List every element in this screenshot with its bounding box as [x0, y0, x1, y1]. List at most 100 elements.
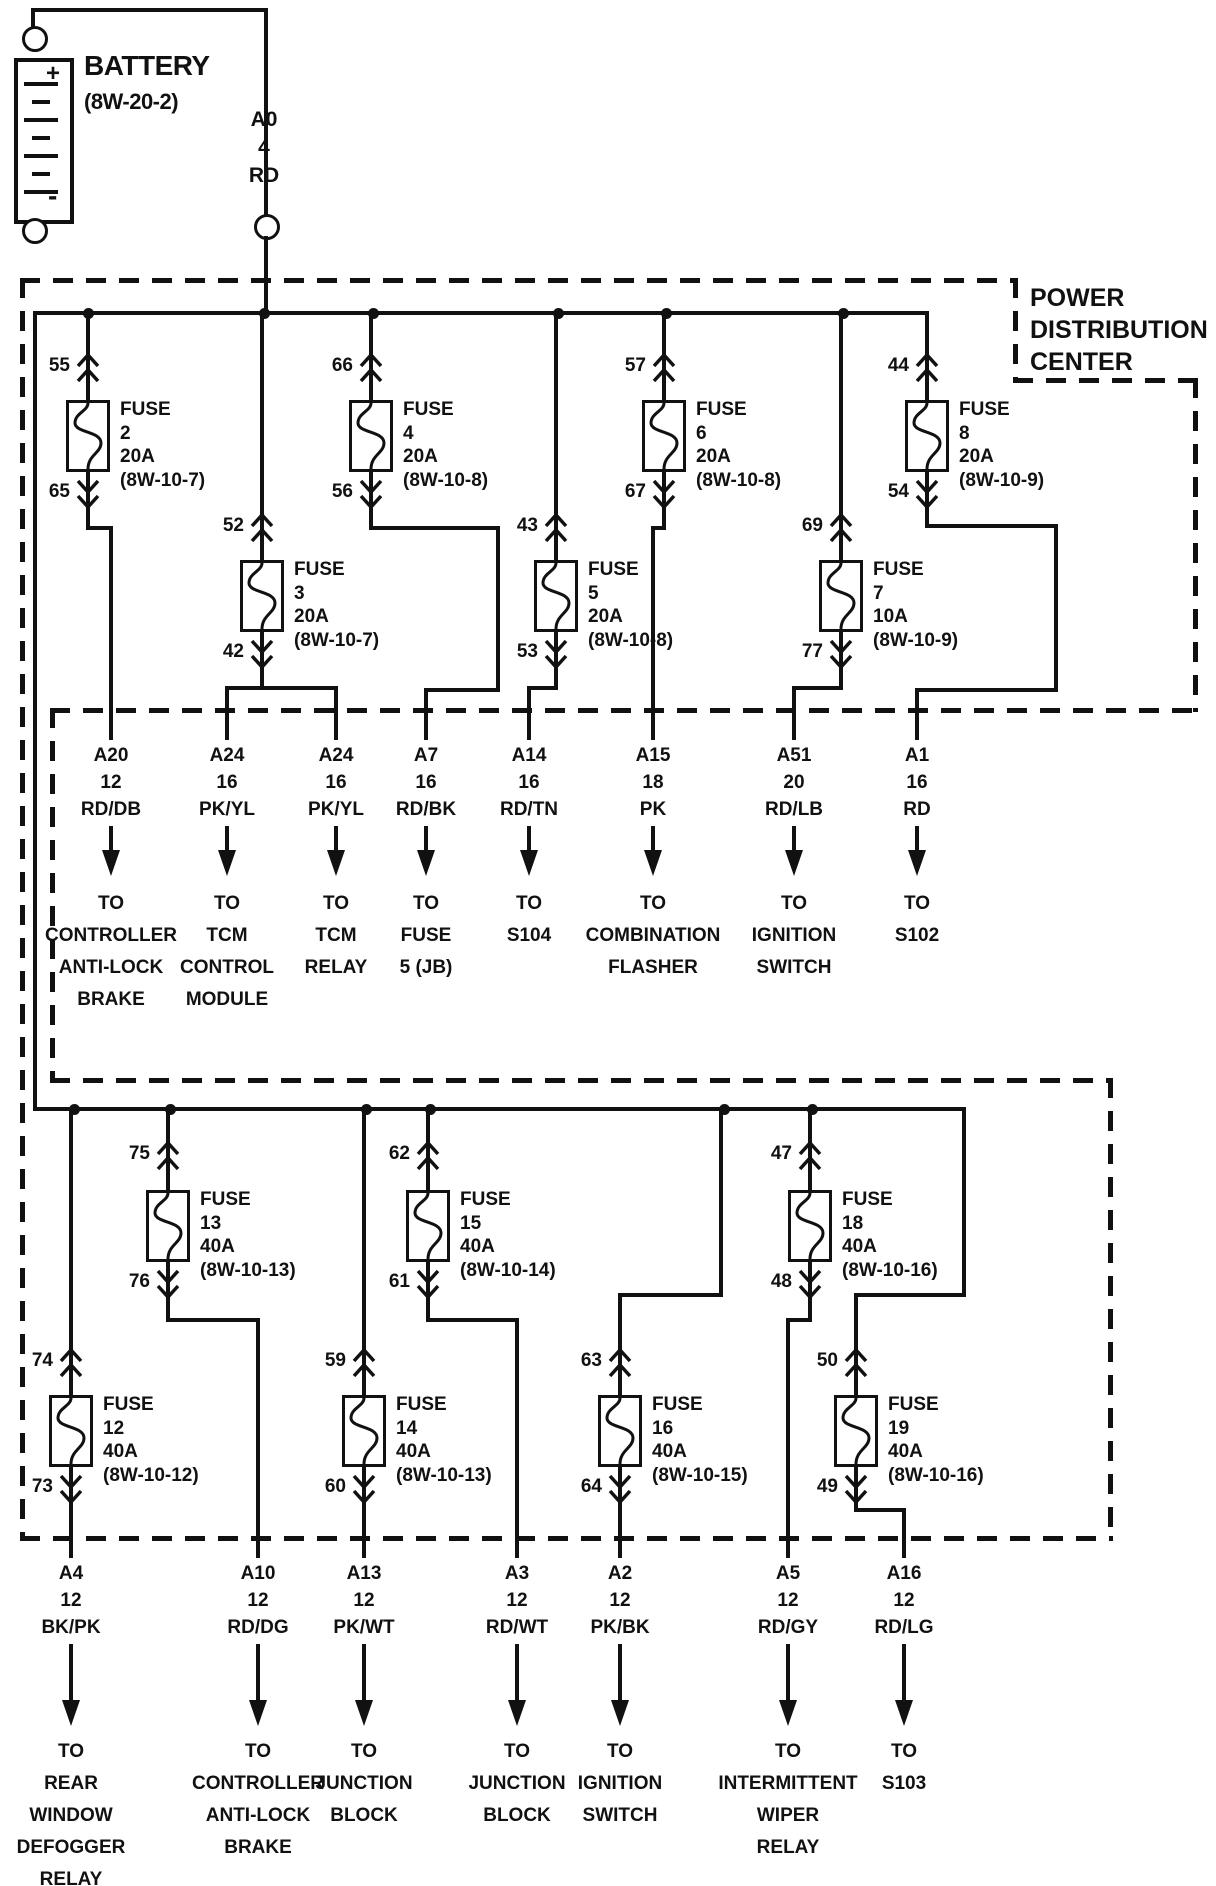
- junction-dot: [259, 308, 270, 319]
- pin-number: 57: [624, 355, 646, 376]
- fuse-label: FUSE 13 40A (8W-10-13): [200, 1189, 296, 1281]
- connector-label: A5 12 RD/GY: [757, 1563, 819, 1638]
- feed-circuit: A0: [250, 108, 278, 131]
- pdc-border: [50, 708, 1198, 713]
- wire: [554, 311, 558, 560]
- connector-label: A51 20 RD/LB: [764, 745, 824, 820]
- connector-chevron-up: [829, 512, 853, 543]
- fuse-label: FUSE 18 40A (8W-10-16): [842, 1189, 938, 1281]
- fuse-element: [153, 1192, 183, 1260]
- arrow-down: [102, 850, 120, 876]
- fuse-box: [146, 1190, 190, 1262]
- pin-number: 77: [801, 641, 823, 662]
- arrow-down: [327, 850, 345, 876]
- pin-number: 44: [887, 355, 909, 376]
- fuse-element: [247, 562, 277, 630]
- connector-chevron-up: [359, 352, 383, 383]
- connector-chevron-up: [844, 1347, 868, 1378]
- battery-ref: (8W-20-2): [84, 89, 179, 114]
- wire: [515, 1644, 519, 1702]
- connector-chevron-down: [608, 1474, 632, 1505]
- connector-chevron-down: [352, 1474, 376, 1505]
- destination-label: TO CONTROLLER ANTI-LOCK BRAKE: [192, 1741, 324, 1858]
- arrow-down: [218, 850, 236, 876]
- wire: [854, 1293, 966, 1297]
- connector-label: A24 16 PK/YL: [199, 745, 255, 820]
- destination-label: TO FUSE 5 (JB): [399, 893, 453, 978]
- destination-label: TO TCM CONTROL MODULE: [180, 893, 274, 1010]
- wire: [109, 526, 113, 740]
- fuse-label: FUSE 5 20A (8W-10-8): [588, 559, 674, 651]
- wire: [31, 8, 268, 12]
- pin-number: 49: [816, 1476, 838, 1497]
- junction-dot: [807, 1104, 818, 1115]
- feed-wire-label: A0 4 RD: [229, 106, 299, 190]
- wire: [902, 1644, 906, 1702]
- destination-label: TO TCM RELAY: [304, 893, 368, 978]
- pin-number: 74: [31, 1350, 53, 1371]
- fuse-box: [349, 400, 393, 472]
- destination-label: TO S103: [881, 1741, 927, 1794]
- wire: [808, 1259, 812, 1322]
- junction-dot: [719, 1104, 730, 1115]
- pdc-title-line: POWER: [1030, 284, 1125, 312]
- wire: [109, 826, 113, 852]
- connector-chevron-up: [59, 1347, 83, 1378]
- fuse-element: [541, 562, 571, 630]
- arrow-down: [785, 850, 803, 876]
- wire: [786, 1644, 790, 1702]
- connector-chevron-up: [608, 1347, 632, 1378]
- wire: [651, 526, 666, 530]
- wire: [256, 1644, 260, 1702]
- fuse-label: FUSE 15 40A (8W-10-14): [460, 1189, 556, 1281]
- junction-dot: [425, 1104, 436, 1115]
- wire: [618, 1293, 723, 1297]
- fuse-element: [413, 1192, 443, 1260]
- wire: [69, 1464, 73, 1558]
- connector-label: A16 12 RD/LG: [874, 1563, 934, 1638]
- wire: [31, 8, 35, 28]
- wire: [808, 1107, 812, 1190]
- fuse-label: FUSE 8 20A (8W-10-9): [959, 399, 1045, 491]
- connector-chevron-down: [156, 1269, 180, 1300]
- battery-plate: [32, 172, 50, 176]
- wire: [166, 1107, 170, 1190]
- wire: [792, 826, 796, 852]
- wire: [515, 1318, 519, 1558]
- wire: [962, 1107, 966, 1297]
- wire: [651, 826, 655, 852]
- pdc-title: POWER DISTRIBUTION CENTER: [1030, 282, 1208, 378]
- battery-plate: [24, 190, 58, 194]
- pin-number: 65: [48, 481, 70, 502]
- wire: [839, 311, 843, 560]
- connector-chevron-up: [915, 352, 939, 383]
- wire: [334, 826, 338, 852]
- wire: [925, 469, 929, 528]
- wire: [424, 688, 428, 740]
- arrow-down: [895, 1700, 913, 1726]
- wire: [854, 1293, 858, 1395]
- battery-terminal-positive: [22, 26, 48, 52]
- wire: [86, 526, 113, 530]
- feed-color: RD: [248, 164, 280, 187]
- pin-number: 61: [388, 1271, 410, 1292]
- pdc-title-line: DISTRIBUTION: [1030, 316, 1208, 344]
- destination-label: TO IGNITION SWITCH: [751, 893, 837, 978]
- arrow-down: [508, 1700, 526, 1726]
- junction-dot: [553, 308, 564, 319]
- wire: [527, 686, 531, 740]
- wire: [362, 1107, 366, 1395]
- wire: [554, 629, 558, 690]
- wire: [424, 826, 428, 852]
- connector-label: A4 12 BK/PK: [41, 1563, 101, 1638]
- wire: [426, 1259, 430, 1322]
- wire: [786, 1318, 790, 1558]
- pdc-title-line: CENTER: [1030, 348, 1133, 376]
- connector-chevron-down: [652, 479, 676, 510]
- wire: [362, 1644, 366, 1702]
- wire: [618, 1293, 622, 1395]
- destination-label: TO CONTROLLER ANTI-LOCK BRAKE: [45, 893, 177, 1010]
- feed-gauge: 4: [258, 136, 270, 159]
- arrow-down: [249, 1700, 267, 1726]
- connector-label: A7 16 RD/BK: [395, 745, 457, 820]
